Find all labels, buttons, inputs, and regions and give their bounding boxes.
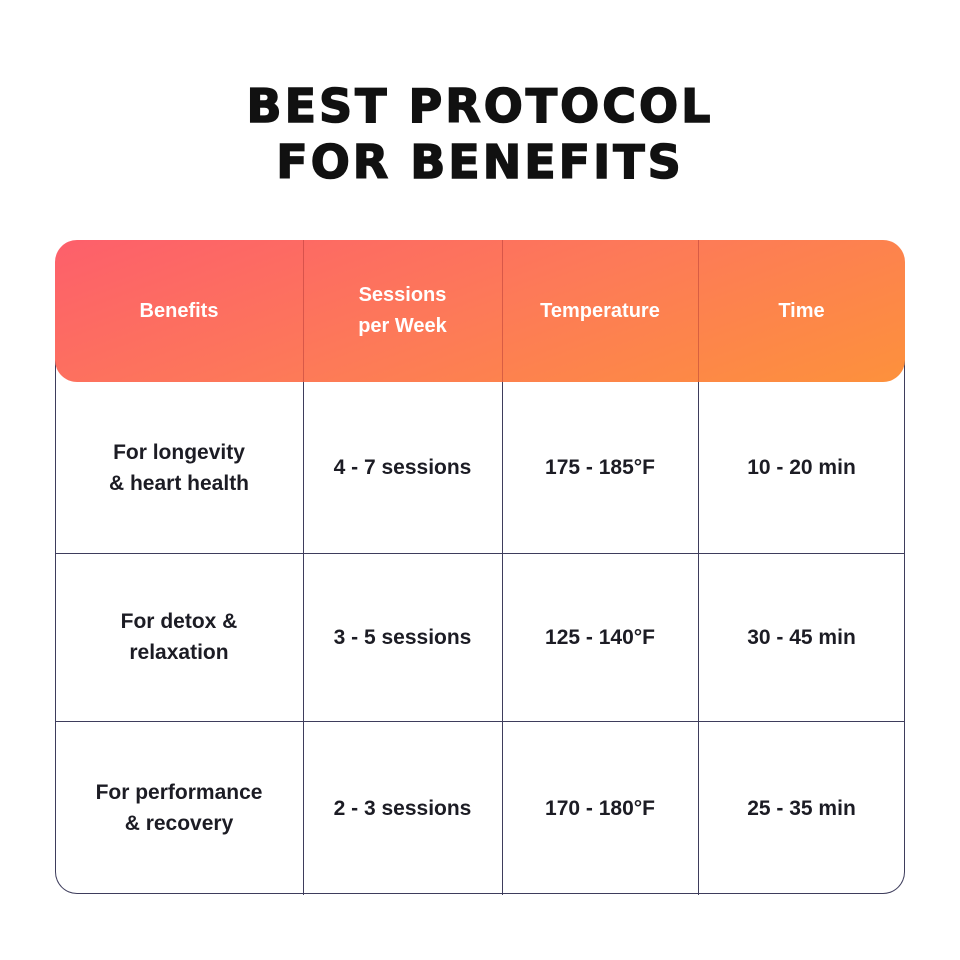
table-cell: 3 - 5 sessions	[333, 625, 472, 649]
header-divider	[303, 240, 304, 382]
table-cell: 10 - 20 min	[747, 456, 856, 479]
header-cell: Benefits	[139, 299, 219, 322]
column-divider	[303, 382, 304, 895]
table-header	[55, 240, 905, 382]
table-cell: 2 - 3 sessions	[333, 796, 472, 820]
table-cell: For performance & recovery	[95, 781, 263, 835]
table-cell: 25 - 35 min	[747, 796, 856, 820]
row-divider	[56, 721, 904, 722]
table-cell: 30 - 45 min	[747, 625, 856, 649]
row-divider	[56, 553, 904, 554]
table-cell: For longevity & heart health	[108, 440, 250, 495]
column-divider	[502, 382, 503, 895]
table-cell: 4 - 7 sessions	[333, 456, 472, 479]
header-cell: Temperature	[540, 299, 660, 322]
table-cell: 125 - 140°F	[545, 625, 655, 649]
table-cell: 175 - 185°F	[545, 456, 655, 479]
header-divider	[502, 240, 503, 382]
table-cell: 170 - 180°F	[545, 796, 655, 820]
header-cell: Time	[778, 299, 825, 322]
table-cell: For detox & relaxation	[120, 610, 238, 664]
table-frame	[55, 300, 905, 894]
header-divider	[698, 240, 699, 382]
column-divider	[698, 382, 699, 895]
title: BEST PROTOCOL FOR BENEFITS	[246, 78, 714, 190]
header-cell: Sessions per Week	[358, 284, 447, 337]
